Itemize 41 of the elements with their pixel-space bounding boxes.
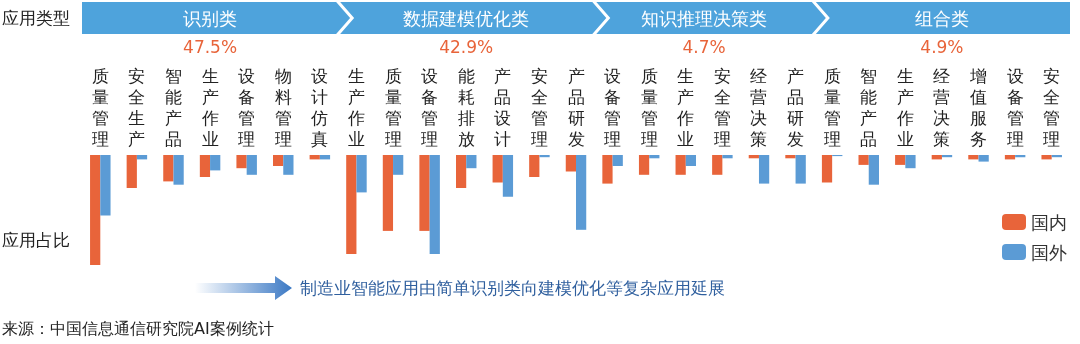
x-tick-label: 智能产品 <box>164 65 182 149</box>
x-tick-label: 经营决策 <box>933 65 951 149</box>
x-tick-label: 质量管理 <box>384 65 402 149</box>
x-tick-label: 产品研发 <box>567 65 585 149</box>
x-tick-label: 设备管理 <box>238 65 256 149</box>
x-tick-label: 物料管理 <box>274 65 292 149</box>
x-tick-label: 增值服务 <box>969 65 988 149</box>
text: 应用类型 <box>2 8 70 28</box>
text: 4.9% <box>920 37 964 57</box>
text: 42.9% <box>439 37 494 57</box>
x-tick-label: 设备管理 <box>421 65 439 149</box>
legend-label: 国内 <box>1031 211 1067 233</box>
source-note: 来源：中国信息通信研究院AI案例统计 <box>2 318 274 338</box>
x-tick-label: 生产作业 <box>895 65 914 149</box>
text: 4.7% <box>682 37 726 57</box>
x-tick-label: 生产作业 <box>346 65 365 149</box>
text: 组合类 <box>914 7 969 29</box>
x-tick-label: 生产作业 <box>200 65 219 149</box>
text: 制造业智能应用由简单识别类向建模优化等复杂应用延展 <box>300 278 725 298</box>
x-tick-label: 智能产品 <box>860 65 878 149</box>
text: 知识推理决策类 <box>641 7 768 29</box>
x-tick-label: 质量管理 <box>91 65 109 149</box>
x-tick-label: 质量管理 <box>823 65 841 149</box>
x-tick-label: 设备管理 <box>604 65 622 149</box>
x-tick-label: 经营决策 <box>750 65 768 149</box>
x-tick-label: 设备管理 <box>1006 65 1024 149</box>
text: 数据建模优化类 <box>403 7 530 29</box>
x-tick-label: 产品研发 <box>787 65 805 149</box>
x-tick-label: 产品设计 <box>494 65 512 149</box>
x-tick-label: 安全管理 <box>713 65 731 149</box>
x-tick-label: 安全管理 <box>1043 65 1061 149</box>
text: 识别类 <box>183 7 238 29</box>
x-tick-label: 安全生产 <box>128 65 146 149</box>
x-tick-label: 设计仿真 <box>310 65 329 149</box>
x-tick-label: 安全管理 <box>530 65 548 149</box>
x-tick-label: 质量管理 <box>640 65 658 149</box>
legend-label: 国外 <box>1031 241 1067 263</box>
text: 47.5% <box>183 37 238 57</box>
text: 应用占比 <box>2 230 70 250</box>
x-tick-label: 生产作业 <box>676 65 695 149</box>
x-tick-label: 能耗排放 <box>457 65 475 149</box>
